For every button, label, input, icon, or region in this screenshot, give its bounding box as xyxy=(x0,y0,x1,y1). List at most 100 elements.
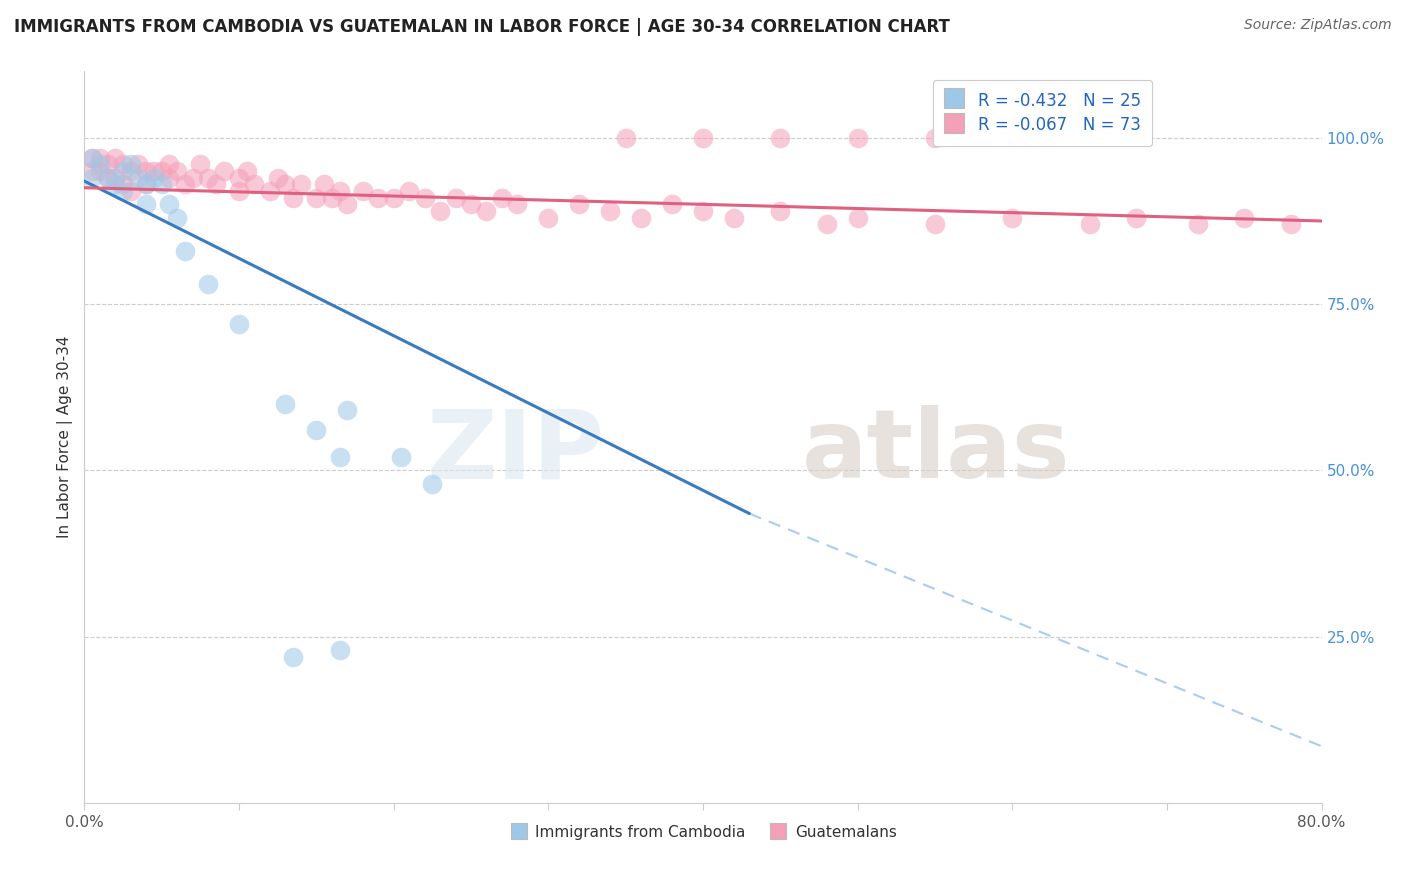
Point xyxy=(661,197,683,211)
Point xyxy=(614,131,637,145)
Point xyxy=(274,397,297,411)
Point xyxy=(188,157,211,171)
Point xyxy=(723,211,745,225)
Point xyxy=(444,191,467,205)
Point xyxy=(104,151,127,165)
Point xyxy=(228,317,250,331)
Point xyxy=(104,178,127,192)
Point xyxy=(120,157,142,171)
Point xyxy=(846,131,869,145)
Point xyxy=(228,170,250,185)
Point xyxy=(1125,211,1147,225)
Point xyxy=(166,164,188,178)
Point xyxy=(336,197,359,211)
Point xyxy=(82,151,104,165)
Point xyxy=(143,170,166,185)
Point xyxy=(243,178,266,192)
Point xyxy=(143,164,166,178)
Point xyxy=(328,450,352,464)
Point xyxy=(135,178,157,192)
Point xyxy=(769,204,792,219)
Point xyxy=(89,157,111,171)
Point xyxy=(150,178,173,192)
Point xyxy=(159,197,180,211)
Text: IMMIGRANTS FROM CAMBODIA VS GUATEMALAN IN LABOR FORCE | AGE 30-34 CORRELATION CH: IMMIGRANTS FROM CAMBODIA VS GUATEMALAN I… xyxy=(14,18,950,36)
Point xyxy=(389,450,413,464)
Point xyxy=(181,170,204,185)
Point xyxy=(174,178,197,192)
Point xyxy=(1187,217,1209,231)
Point xyxy=(267,170,290,185)
Point xyxy=(846,211,869,225)
Point xyxy=(290,178,312,192)
Point xyxy=(460,197,482,211)
Y-axis label: In Labor Force | Age 30-34: In Labor Force | Age 30-34 xyxy=(58,335,73,539)
Point xyxy=(382,191,405,205)
Point xyxy=(174,244,197,258)
Point xyxy=(259,184,281,198)
Point xyxy=(197,170,219,185)
Point xyxy=(197,277,219,292)
Point xyxy=(305,191,328,205)
Point xyxy=(1279,217,1302,231)
Point xyxy=(429,204,451,219)
Point xyxy=(235,164,259,178)
Point xyxy=(924,217,946,231)
Point xyxy=(150,164,173,178)
Text: ZIP: ZIP xyxy=(426,405,605,499)
Point xyxy=(96,170,118,185)
Point xyxy=(96,170,118,185)
Point xyxy=(159,170,180,185)
Point xyxy=(89,164,111,178)
Point xyxy=(352,184,374,198)
Point xyxy=(112,157,135,171)
Point xyxy=(630,211,652,225)
Point xyxy=(475,204,498,219)
Point xyxy=(281,191,305,205)
Point xyxy=(398,184,420,198)
Point xyxy=(1078,217,1101,231)
Point xyxy=(104,170,127,185)
Point xyxy=(692,204,714,219)
Point xyxy=(135,178,157,192)
Point xyxy=(321,191,343,205)
Point xyxy=(82,170,104,185)
Point xyxy=(537,211,560,225)
Point xyxy=(82,151,104,165)
Point xyxy=(135,164,157,178)
Point xyxy=(112,184,135,198)
Point xyxy=(120,164,142,178)
Point xyxy=(89,151,111,165)
Point xyxy=(112,164,135,178)
Point xyxy=(159,157,180,171)
Point xyxy=(769,131,792,145)
Point xyxy=(506,197,529,211)
Point xyxy=(312,178,335,192)
Legend: Immigrants from Cambodia, Guatemalans: Immigrants from Cambodia, Guatemalans xyxy=(503,818,903,847)
Text: atlas: atlas xyxy=(801,405,1070,499)
Point xyxy=(336,403,359,417)
Point xyxy=(82,164,104,178)
Point xyxy=(328,184,352,198)
Point xyxy=(120,184,142,198)
Point xyxy=(212,164,235,178)
Point xyxy=(281,649,305,664)
Point xyxy=(924,131,946,145)
Point xyxy=(599,204,621,219)
Point xyxy=(328,643,352,657)
Point xyxy=(166,211,188,225)
Point xyxy=(413,191,436,205)
Point xyxy=(692,131,714,145)
Point xyxy=(491,191,513,205)
Point xyxy=(1001,211,1024,225)
Point xyxy=(305,424,328,438)
Point xyxy=(815,217,838,231)
Point xyxy=(1233,211,1256,225)
Point xyxy=(96,157,118,171)
Point xyxy=(422,476,444,491)
Point xyxy=(367,191,389,205)
Point xyxy=(568,197,591,211)
Point xyxy=(205,178,228,192)
Text: Source: ZipAtlas.com: Source: ZipAtlas.com xyxy=(1244,18,1392,32)
Point xyxy=(228,184,250,198)
